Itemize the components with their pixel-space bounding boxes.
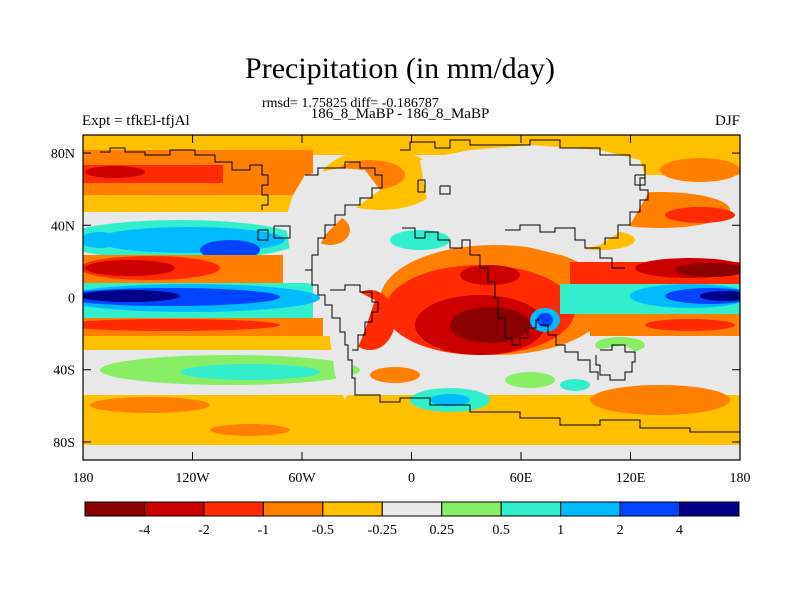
coastline <box>257 229 269 241</box>
colorbar: -4 -2 -1 -0.5 -0.25 0.25 0.5 1 2 4 <box>84 501 740 538</box>
colorbar-swatch <box>143 501 205 517</box>
field-region <box>370 367 420 383</box>
x-axis: 180 120W 60W 0 60E 120E 180 <box>73 135 751 486</box>
field-region <box>590 385 730 415</box>
coastline <box>595 344 636 381</box>
field-region <box>675 263 740 277</box>
season-label: DJF <box>714 113 740 129</box>
colorbar-swatch <box>441 501 502 517</box>
field-region <box>85 166 145 178</box>
coastline <box>330 284 379 351</box>
field-region <box>83 319 280 331</box>
colorbar-label: -0.5 <box>312 523 334 538</box>
x-tick-label: 120E <box>616 471 646 486</box>
y-tick-label: 40N <box>51 219 75 234</box>
field-region <box>645 319 735 331</box>
coastline <box>362 394 740 433</box>
x-tick-label: 180 <box>73 471 94 486</box>
coastline <box>273 225 291 239</box>
colorbar-swatch <box>560 501 621 517</box>
y-tick-label: 40S <box>53 364 75 379</box>
coastline <box>505 224 625 269</box>
field-region <box>560 379 590 391</box>
land-south-america <box>330 290 375 400</box>
colorbar-swatch <box>262 501 324 517</box>
field-region <box>83 212 313 222</box>
x-tick-label: 0 <box>408 471 415 486</box>
map-field <box>83 135 740 460</box>
y-tick-label: 80N <box>51 147 75 162</box>
y-tick-label: 80S <box>53 436 75 451</box>
field-region <box>450 307 530 343</box>
field-region <box>83 195 313 213</box>
x-tick-label: 60W <box>288 471 316 486</box>
colorbar-swatch <box>203 501 264 517</box>
colorbar-label: 0.5 <box>492 523 510 538</box>
coastline <box>100 147 269 210</box>
stats-label: rmsd= 1.75825 diff= -0.186787 <box>262 96 439 111</box>
colorbar-swatch <box>322 501 383 517</box>
colorbar-label: 0.25 <box>429 523 454 538</box>
land-north-america <box>285 168 380 285</box>
colorbar-label: 4 <box>676 523 683 538</box>
colorbar-label: 1 <box>557 523 564 538</box>
field-region <box>505 372 555 388</box>
coastline <box>305 269 362 396</box>
x-tick-label: 60E <box>510 471 533 486</box>
colorbar-swatch <box>619 501 681 517</box>
x-tick-label: 180 <box>730 471 751 486</box>
coastline <box>400 139 649 245</box>
coastline <box>417 179 426 193</box>
field-region <box>83 290 180 302</box>
field-region <box>665 207 735 223</box>
coastline <box>634 174 646 186</box>
colorbar-label: -4 <box>139 523 151 538</box>
field-region <box>660 158 740 182</box>
y-tick-label: 0 <box>68 292 75 307</box>
field-region <box>430 394 470 406</box>
colorbar-swatch <box>381 501 443 517</box>
coastline <box>540 324 599 380</box>
field-region <box>90 397 210 413</box>
y-axis: 80N 40N 0 40S 80S <box>51 147 740 451</box>
experiment-label: Expt = tfkEl-tfjAl <box>82 113 190 129</box>
field-region <box>210 424 290 436</box>
land-eurasia <box>420 145 650 255</box>
field-region <box>180 364 320 380</box>
field-region <box>83 232 120 248</box>
colorbar-swatch <box>679 501 740 517</box>
plot-title: Precipitation (in mm/day) <box>245 52 555 85</box>
field-region <box>700 291 740 301</box>
colorbar-label: -2 <box>198 523 210 538</box>
field-region <box>460 265 520 285</box>
field-region <box>390 230 450 250</box>
coastline <box>402 227 540 346</box>
field-region <box>537 313 553 327</box>
colorbar-label: 2 <box>617 523 624 538</box>
colorbar-swatch <box>84 501 145 517</box>
coastlines <box>100 139 740 433</box>
colorbar-swatch <box>500 501 562 517</box>
experiment-subtitle: 186_8_MaBP - 186_8_MaBP <box>310 106 490 122</box>
colorbar-label: -1 <box>258 523 270 538</box>
field-region <box>83 336 333 350</box>
coastline <box>305 161 383 271</box>
colorbar-label: -0.25 <box>368 523 397 538</box>
land-australia <box>595 345 640 380</box>
field-region <box>85 260 175 276</box>
coastline <box>439 185 451 195</box>
x-tick-label: 120W <box>175 471 210 486</box>
